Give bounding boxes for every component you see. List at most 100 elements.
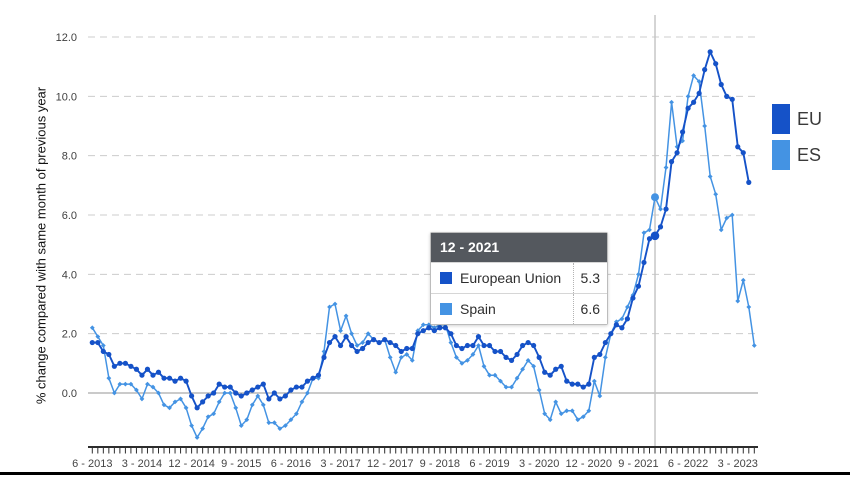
data-point <box>509 384 514 390</box>
chart-tooltip: 12 - 2021 European Union 5.3 Spain 6.6 <box>430 232 608 325</box>
data-point <box>553 399 559 405</box>
data-point <box>100 348 106 355</box>
data-point <box>260 381 266 387</box>
tooltip-series-label: Spain <box>460 301 496 317</box>
data-point <box>189 423 195 429</box>
data-point <box>547 372 553 378</box>
data-point <box>475 334 482 340</box>
data-point <box>183 405 189 411</box>
data-point <box>123 381 128 387</box>
data-point <box>166 375 173 381</box>
data-point <box>602 339 608 346</box>
data-point <box>155 369 162 375</box>
x-axis <box>88 446 758 454</box>
data-point <box>558 411 564 417</box>
y-tick-label: 6.0 <box>62 210 77 222</box>
data-point <box>520 342 526 349</box>
x-tick-label: 12 - 2017 <box>367 458 413 470</box>
data-point <box>508 357 515 363</box>
data-point <box>277 396 283 402</box>
data-point <box>144 366 151 372</box>
data-point <box>448 340 454 345</box>
data-point <box>371 337 377 343</box>
data-point <box>304 378 311 384</box>
data-point <box>696 90 702 96</box>
data-point <box>437 325 443 331</box>
data-point <box>751 343 757 348</box>
data-point <box>591 354 597 361</box>
eu-series-swatch <box>440 272 452 284</box>
data-point <box>89 339 95 346</box>
x-tick-label: 12 - 2020 <box>566 458 612 470</box>
data-point <box>194 435 200 440</box>
data-point <box>713 191 719 197</box>
data-point <box>564 378 570 384</box>
data-point <box>486 342 493 349</box>
data-point <box>189 393 195 399</box>
data-point <box>619 325 625 331</box>
series-es[interactable] <box>89 73 757 440</box>
data-point <box>459 360 465 366</box>
data-point <box>266 396 272 402</box>
x-tick-label: 3 - 2020 <box>519 458 559 470</box>
data-point <box>117 360 123 366</box>
data-point <box>542 411 548 417</box>
data-point <box>729 212 735 218</box>
data-point <box>481 363 487 369</box>
data-point <box>227 384 233 390</box>
data-point <box>459 345 465 352</box>
x-tick-labels: 6 - 2013 3 - 2014 12 - 2014 9 - 2015 6 - 201… <box>72 458 758 470</box>
data-point <box>404 352 410 357</box>
data-point <box>635 283 642 289</box>
tooltip-period: 12 - 2021 <box>431 233 607 262</box>
data-point <box>746 179 752 185</box>
data-point <box>735 144 741 150</box>
data-point <box>613 322 619 328</box>
data-point <box>558 363 564 369</box>
data-point <box>453 342 460 349</box>
data-point <box>415 331 421 337</box>
data-point <box>233 390 239 396</box>
tooltip-row-es: Spain 6.6 <box>431 293 607 324</box>
data-point <box>216 399 222 405</box>
data-point <box>575 381 581 387</box>
data-point <box>420 322 426 328</box>
data-point <box>172 399 178 405</box>
data-point <box>167 405 172 411</box>
series-eu[interactable] <box>89 49 752 411</box>
x-tick-label: 3 - 2017 <box>320 458 360 470</box>
x-tick-label: 9 - 2015 <box>221 458 261 470</box>
x-tick-label: 6 - 2013 <box>72 458 112 470</box>
data-point <box>547 417 553 423</box>
data-point <box>409 357 415 363</box>
data-point <box>382 337 388 343</box>
data-point <box>580 384 586 390</box>
data-point <box>602 355 608 360</box>
y-axis-title: % change compared with same month of pre… <box>33 86 49 405</box>
data-point <box>707 174 713 179</box>
data-point <box>404 345 410 352</box>
data-point <box>525 339 531 346</box>
data-point <box>442 325 448 331</box>
data-point <box>117 381 123 387</box>
data-point <box>680 138 685 144</box>
data-point <box>387 355 393 360</box>
data-point <box>172 378 178 384</box>
data-point <box>735 298 741 304</box>
data-point <box>514 351 520 358</box>
data-point <box>636 271 641 277</box>
data-point <box>293 384 300 390</box>
data-point <box>145 381 150 387</box>
data-point <box>288 417 294 423</box>
data-point <box>244 417 250 423</box>
data-point <box>271 390 277 396</box>
data-point <box>337 342 344 349</box>
data-point <box>200 426 206 431</box>
legend-item-es[interactable]: ES <box>772 140 822 170</box>
data-point <box>134 387 139 393</box>
legend-item-eu[interactable]: EU <box>772 104 822 134</box>
data-point <box>178 396 183 402</box>
data-point <box>646 236 653 242</box>
data-point <box>503 384 509 390</box>
